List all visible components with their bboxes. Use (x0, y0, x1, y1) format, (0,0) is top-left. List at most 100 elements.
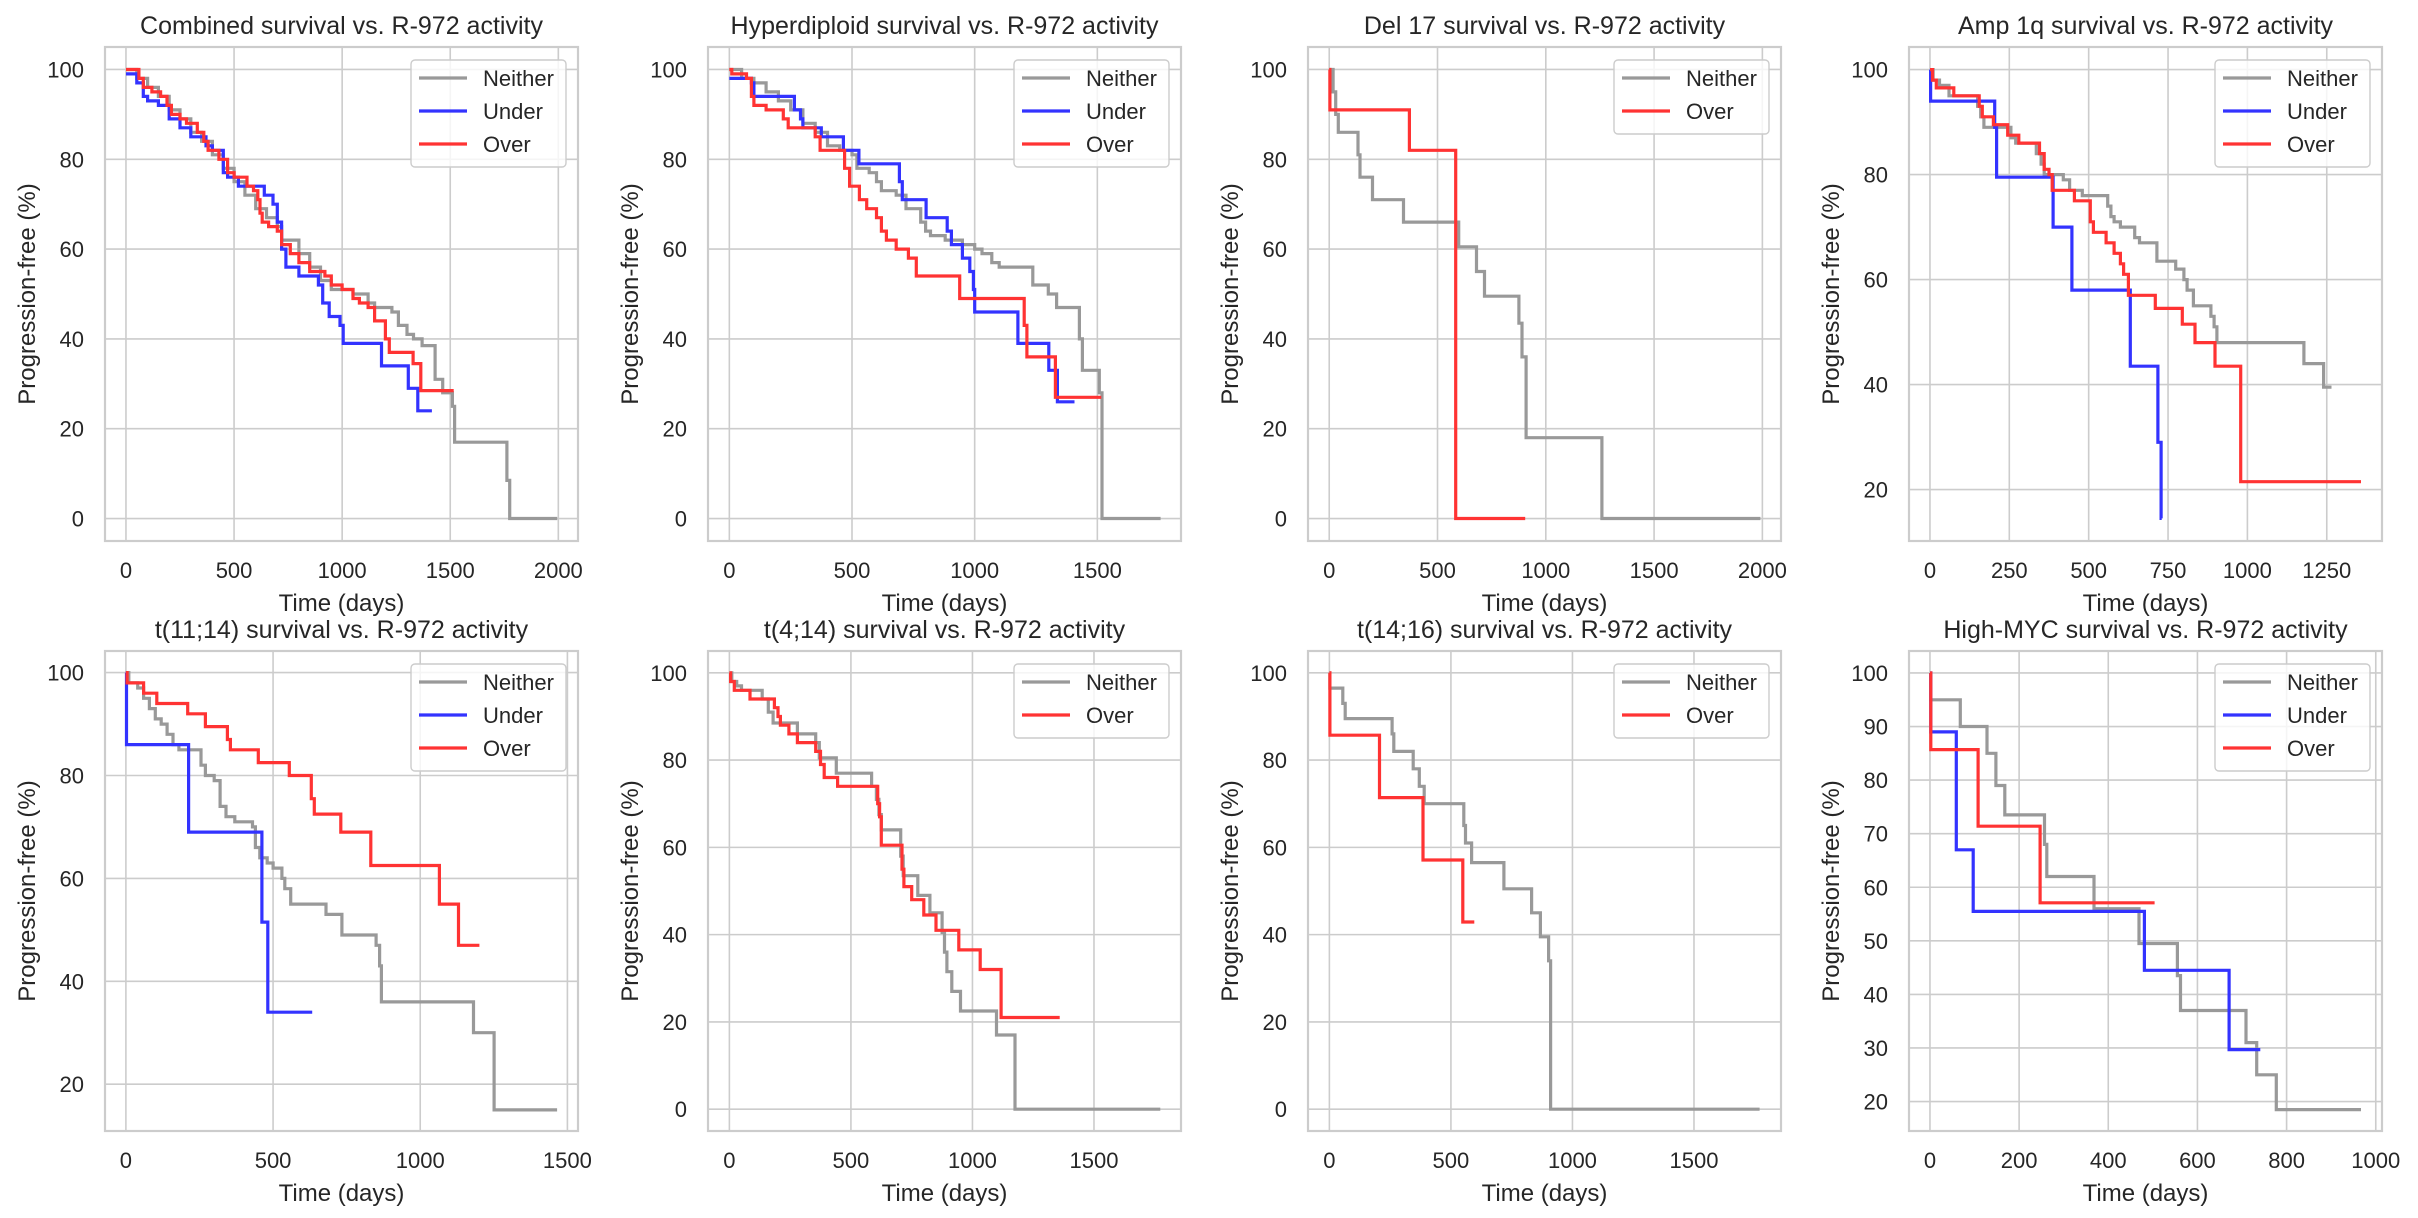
legend-label: Over (1686, 99, 1734, 124)
legend-label: Neither (2287, 66, 2358, 91)
x-tick-label: 1500 (1070, 1148, 1119, 1173)
subplot-title: t(14;16) survival vs. R-972 activity (1357, 616, 1733, 644)
axes-frame (1907, 45, 2384, 543)
x-tick-label: 1000 (1521, 558, 1570, 583)
y-axis-label: Progression-free (%) (14, 780, 41, 1001)
y-tick-label: 50 (1864, 929, 1888, 954)
x-tick-label: 400 (2090, 1148, 2127, 1173)
legend-label: Neither (1086, 670, 1157, 695)
legend: Neither Under Over (410, 663, 567, 772)
survival-curve-under (124, 671, 313, 1014)
x-tick-label: 1000 (396, 1148, 445, 1173)
axes-frame (1306, 649, 1783, 1133)
x-tick-label: 800 (2268, 1148, 2305, 1173)
x-tick-label: 200 (2001, 1148, 2038, 1173)
y-axis-label: Progression-free (%) (1818, 183, 1845, 404)
y-tick-label: 80 (1864, 768, 1888, 793)
x-axis-label: Time (days) (279, 590, 405, 617)
x-tick-label: 0 (723, 1148, 735, 1173)
legend-label: Under (2287, 99, 2347, 124)
subplot-5: 0 500 1000 1500 20 40 60 80 100 t(11;14) survival… (14, 616, 592, 1207)
axes-frame (103, 649, 580, 1133)
x-tick-label: 1000 (948, 1148, 997, 1173)
y-tick-label: 20 (1263, 417, 1287, 442)
subplot-title: High-MYC survival vs. R-972 activity (1943, 616, 2348, 644)
y-tick-label: 60 (60, 237, 84, 262)
x-axis-label: Time (days) (2083, 590, 2209, 617)
y-tick-label: 60 (1263, 835, 1287, 860)
survival-curve-over (729, 67, 1102, 399)
y-tick-label: 100 (650, 661, 687, 686)
legend-label: Under (2287, 703, 2347, 728)
x-tick-label: 500 (255, 1148, 292, 1173)
y-tick-label: 40 (663, 923, 687, 948)
y-tick-label: 20 (60, 1072, 84, 1097)
legend: Neither Under Over (1013, 59, 1170, 168)
y-tick-label: 100 (1250, 661, 1287, 686)
x-tick-label: 600 (2179, 1148, 2216, 1173)
legend-label: Neither (2287, 670, 2358, 695)
x-tick-label: 2000 (534, 558, 583, 583)
legend-label: Neither (483, 670, 554, 695)
y-tick-label: 80 (1864, 163, 1888, 188)
survival-curve-over (126, 67, 454, 393)
subplot-2: 0 500 1000 1500 0 20 40 60 80 100 Hyperdiploid sur… (617, 12, 1183, 617)
x-tick-label: 1000 (950, 558, 999, 583)
survival-curve-neither (1329, 67, 1761, 521)
x-axis-label: Time (days) (2083, 1180, 2209, 1207)
x-tick-label: 750 (2150, 558, 2187, 583)
y-axis-label: Progression-free (%) (617, 183, 644, 404)
survival-curve-neither (126, 67, 558, 521)
survival-curve-neither (1929, 671, 2361, 1112)
y-tick-label: 60 (1864, 268, 1888, 293)
y-tick-label: 60 (1263, 237, 1287, 262)
legend-box (2214, 663, 2371, 772)
x-tick-label: 0 (723, 558, 735, 583)
y-tick-label: 20 (1864, 478, 1888, 503)
y-axis-label: Progression-free (%) (14, 183, 41, 404)
y-tick-label: 40 (1864, 373, 1888, 398)
survival-curve-neither (125, 671, 558, 1112)
y-tick-label: 100 (650, 57, 687, 82)
legend-label: Neither (1686, 670, 1757, 695)
survival-curve-over (1328, 671, 1475, 924)
survival-curve-over (125, 671, 480, 947)
y-tick-label: 80 (1263, 147, 1287, 172)
y-tick-label: 40 (663, 327, 687, 352)
y-tick-label: 20 (1263, 1010, 1287, 1035)
legend: Neither Over (1613, 663, 1770, 739)
y-tick-label: 0 (1275, 507, 1287, 532)
y-tick-label: 40 (1864, 982, 1888, 1007)
x-tick-label: 1250 (2302, 558, 2351, 583)
x-tick-label: 250 (1991, 558, 2028, 583)
y-tick-label: 60 (60, 866, 84, 891)
x-tick-label: 500 (834, 558, 871, 583)
survival-curve-under (729, 76, 1075, 404)
y-tick-label: 70 (1864, 822, 1888, 847)
survival-curve-under (126, 72, 432, 413)
y-tick-label: 20 (1864, 1090, 1888, 1115)
y-tick-label: 100 (47, 661, 84, 686)
y-tick-label: 40 (1263, 327, 1287, 352)
subplot-3: 0 500 1000 1500 2000 0 20 40 60 80 100 Del 17 survi… (1217, 12, 1787, 617)
x-tick-label: 500 (216, 558, 253, 583)
y-tick-label: 0 (675, 507, 687, 532)
x-tick-label: 500 (1419, 558, 1456, 583)
y-tick-label: 60 (663, 237, 687, 262)
x-tick-label: 1500 (1073, 558, 1122, 583)
y-tick-label: 60 (1864, 875, 1888, 900)
subplot-title: Del 17 survival vs. R-972 activity (1364, 12, 1726, 40)
axes-frame (706, 649, 1183, 1133)
y-tick-label: 100 (1250, 57, 1287, 82)
y-tick-label: 60 (663, 835, 687, 860)
subplot-7: 0 500 1000 1500 0 20 40 60 80 100 t(14;16) surviva… (1217, 616, 1783, 1207)
legend-box (1013, 59, 1170, 168)
legend-box (410, 59, 567, 168)
subplot-6: 0 500 1000 1500 0 20 40 60 80 100 t(4;14) survival… (617, 616, 1183, 1207)
legend-label: Under (483, 703, 543, 728)
legend: Neither Over (1613, 59, 1770, 135)
y-axis-label: Progression-free (%) (1217, 780, 1244, 1001)
y-tick-label: 20 (663, 1010, 687, 1035)
y-tick-label: 0 (72, 507, 84, 532)
